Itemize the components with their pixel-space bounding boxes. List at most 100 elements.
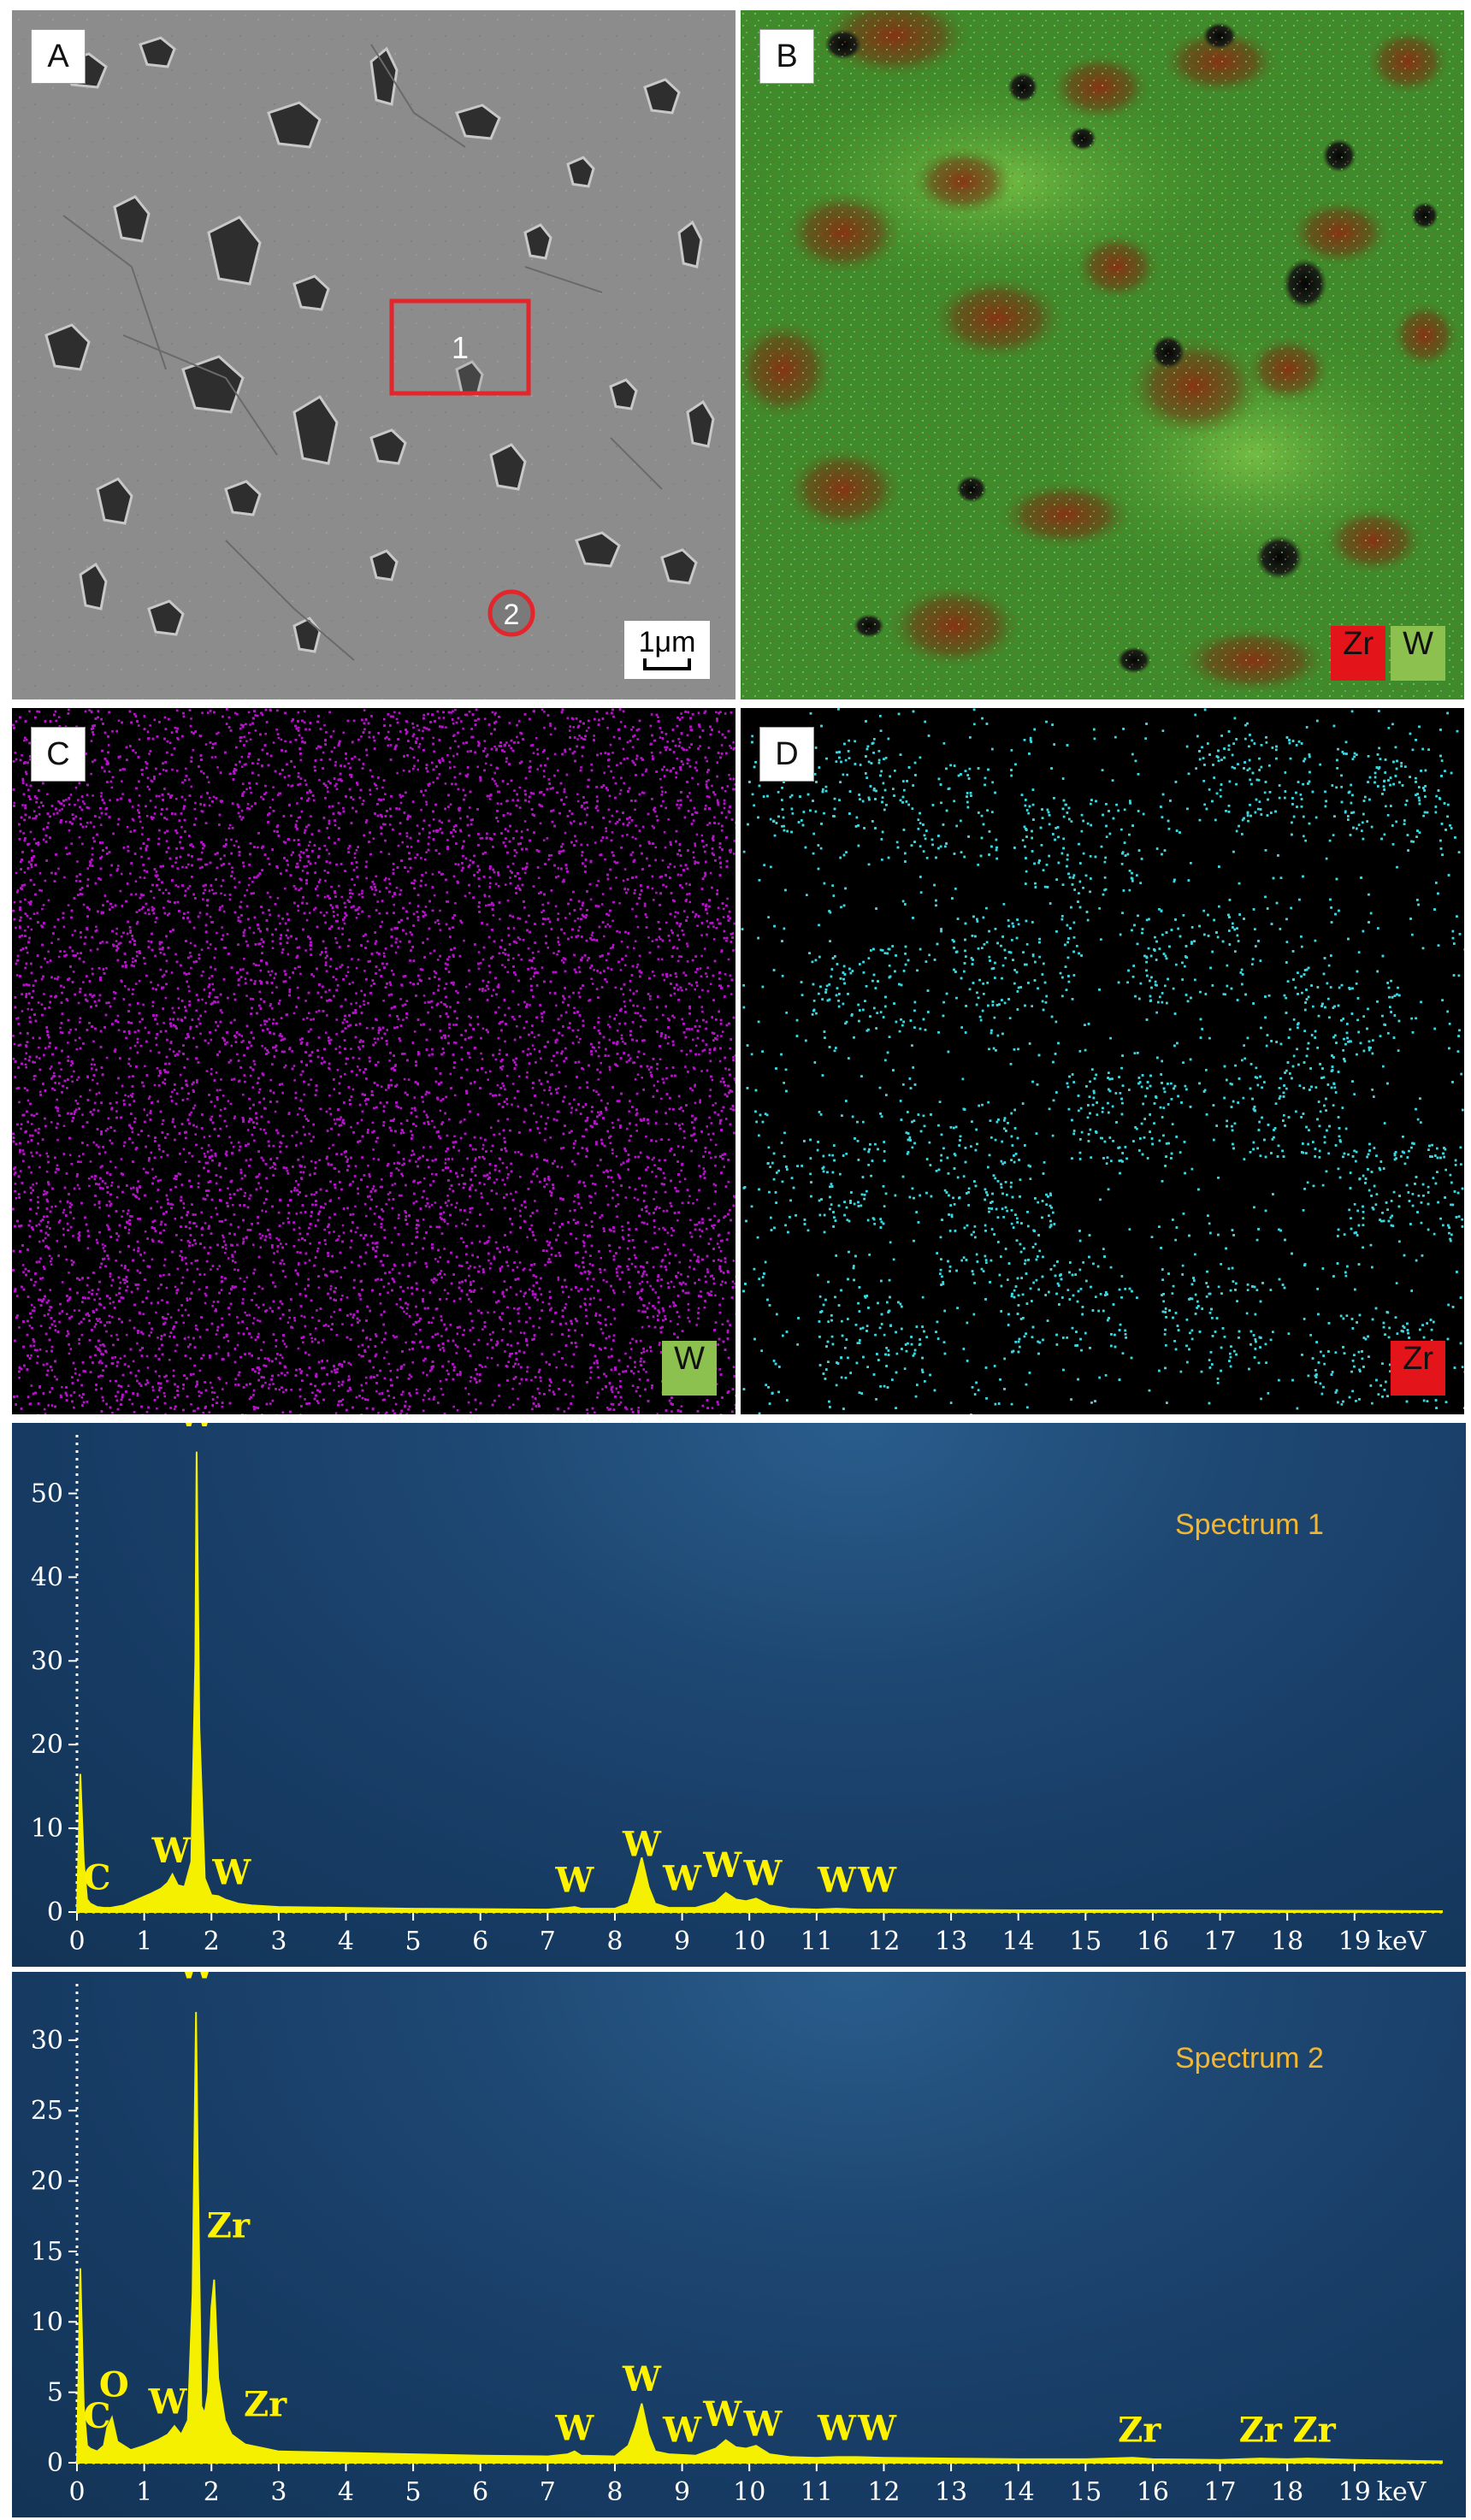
x-tick-label: 15	[1069, 2477, 1102, 2507]
x-tick-label: 18	[1271, 2477, 1303, 2507]
peak-label-w: W	[702, 1845, 742, 1886]
y-tick-label: 15	[31, 2237, 63, 2267]
x-tick-label: 18	[1271, 1927, 1303, 1956]
spectrum-2-title: Spectrum 2	[1175, 2042, 1324, 2075]
pore	[489, 443, 527, 491]
peak-label-c: C	[84, 2396, 111, 2436]
peak-label-w: W	[662, 1859, 702, 1899]
x-tick-label: 3	[270, 1927, 287, 1956]
x-tick-label: 0	[68, 1927, 85, 1956]
pore	[643, 78, 681, 115]
x-tick-label: 8	[606, 2477, 623, 2507]
x-tick-label: 14	[1002, 2477, 1035, 2507]
x-tick-label: 5	[405, 2477, 422, 2507]
x-tick-label: 4	[338, 2477, 354, 2507]
pore	[686, 399, 715, 448]
y-tick-label: 5	[47, 2378, 63, 2408]
x-tick-label: 13	[935, 1927, 967, 1956]
y-tick-label: 0	[47, 2448, 63, 2478]
x-tick-label: 16	[1137, 1927, 1169, 1956]
x-tick-label: 17	[1203, 1927, 1236, 1956]
y-tick-label: 30	[31, 1646, 63, 1676]
peak-label-zr: Zr	[244, 2385, 287, 2425]
panel-c-w-map: C W	[12, 708, 736, 1414]
pore	[147, 599, 185, 636]
x-tick-label: 0	[68, 2477, 85, 2507]
pore	[224, 480, 262, 516]
peak-label-w: W	[211, 1853, 251, 1893]
peak-label-zr: Zr	[207, 2205, 251, 2246]
peak-label-w: W	[148, 2381, 188, 2422]
peak-label-w: W	[817, 2409, 857, 2449]
spectrum-2-chart: 0 5 10 15 20 25 30 0 1 2 3 4 5 6 7 8 9 10 11 12 13 14 15 16 17 18…	[12, 1972, 1466, 2517]
x-tick-label: 8	[606, 1927, 623, 1956]
x-tick-label: 6	[472, 2477, 488, 2507]
legend-zr-w: Zr W	[1331, 626, 1445, 681]
peak-label-zr: Zr	[1118, 2410, 1161, 2450]
panel-b-overlay-map: B Zr W	[741, 10, 1464, 699]
y-tick-label: 10	[31, 1814, 63, 1844]
peak-label-w: W	[176, 1972, 216, 1986]
x-tick-label: 4	[338, 1927, 354, 1956]
x-tick-label: 10	[733, 1927, 765, 1956]
peak-label-o: O	[99, 2365, 129, 2405]
legend-w-map: W	[662, 1341, 717, 1396]
w-element-map	[12, 708, 736, 1414]
y-tick-label: 50	[31, 1479, 63, 1509]
x-tick-label: 10	[733, 2477, 765, 2507]
x-axis-unit: keV	[1377, 1927, 1427, 1956]
pore	[369, 428, 407, 465]
pore	[139, 36, 176, 68]
x-tick-label: 11	[800, 2477, 833, 2507]
y-tick-label: 20	[31, 1730, 63, 1760]
x-tick-label: 13	[935, 2477, 967, 2507]
scale-bar-label: 1μm	[624, 621, 710, 659]
x-tick-label: 16	[1137, 2477, 1169, 2507]
peak-label-w: W	[622, 2359, 662, 2399]
x-axis-unit: keV	[1377, 2477, 1427, 2507]
pore	[369, 46, 399, 106]
pore	[566, 156, 595, 188]
x-tick-label: 17	[1203, 2477, 1236, 2507]
x-tick-label: 9	[674, 1927, 690, 1956]
peak-label-w: W	[817, 1861, 857, 1901]
pore	[292, 274, 330, 311]
spectrum-area	[75, 1451, 1443, 1913]
pore	[267, 101, 322, 149]
region-1-box	[389, 298, 531, 396]
pore	[455, 360, 484, 397]
legend-zr-map: Zr	[1391, 1341, 1445, 1396]
x-tick-label: 12	[867, 2477, 900, 2507]
pore	[455, 103, 501, 140]
peak-label-w: W	[554, 2409, 594, 2449]
pore	[292, 394, 339, 465]
panel-letter-c: C	[31, 727, 86, 782]
point-2-circle	[487, 589, 535, 637]
panel-d-zr-map: D Zr	[741, 708, 1464, 1414]
legend-zr: Zr	[1391, 1341, 1445, 1396]
pore	[523, 223, 552, 260]
legend-w: W	[1391, 626, 1445, 681]
pore	[79, 562, 108, 611]
peak-label-w: W	[742, 2405, 783, 2445]
sem-micrograph: 1 2	[12, 10, 736, 699]
x-tick-label: 14	[1002, 1927, 1035, 1956]
x-tick-label: 1	[136, 2477, 152, 2507]
x-tick-label: 7	[540, 1927, 556, 1956]
zr-w-overlay-image	[741, 10, 1464, 699]
peak-label-w: W	[151, 1831, 192, 1871]
peak-label-zr: Zr	[1292, 2410, 1336, 2450]
panel-letter-b: B	[759, 29, 814, 84]
peak-label-w: W	[622, 1824, 662, 1864]
x-tick-label: 2	[204, 1927, 220, 1956]
peak-label-c: C	[84, 1858, 111, 1898]
x-tick-label: 19	[1338, 2477, 1371, 2507]
y-tick-label: 10	[31, 2307, 63, 2337]
y-tick-label: 20	[31, 2167, 63, 2197]
peak-label-w: W	[176, 1423, 216, 1435]
x-tick-label: 11	[800, 1927, 833, 1956]
spectrum-area	[75, 2011, 1443, 2464]
x-tick-label: 3	[270, 2477, 287, 2507]
